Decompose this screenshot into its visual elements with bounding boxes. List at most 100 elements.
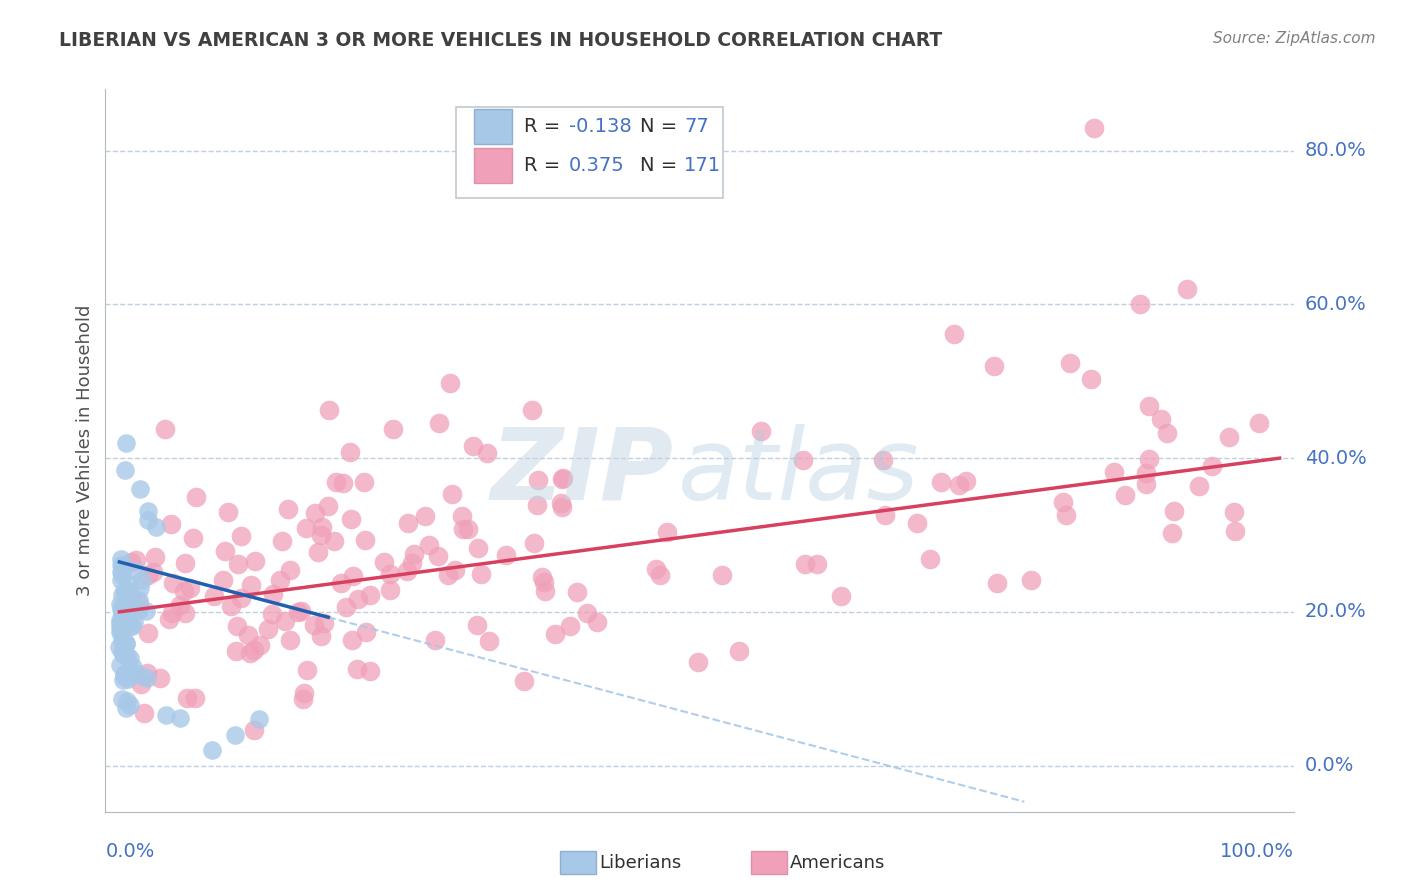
Point <box>236 628 259 642</box>
Point <box>122 591 145 605</box>
Text: 77: 77 <box>685 117 709 136</box>
Point <box>457 522 479 536</box>
Point <box>112 669 135 683</box>
Point <box>710 567 733 582</box>
Point <box>302 618 325 632</box>
Point <box>339 444 361 458</box>
Point <box>110 565 132 579</box>
Text: -0.138: -0.138 <box>569 117 631 136</box>
Point <box>136 625 159 640</box>
Point <box>396 516 419 531</box>
Point <box>212 573 235 587</box>
Point <box>243 723 266 737</box>
Text: Source: ZipAtlas.com: Source: ZipAtlas.com <box>1212 31 1375 46</box>
Point <box>157 612 180 626</box>
Point <box>550 496 572 510</box>
Text: Liberians: Liberians <box>599 854 681 871</box>
FancyBboxPatch shape <box>474 148 512 183</box>
Point <box>108 625 131 640</box>
Point <box>1163 504 1185 518</box>
Point <box>143 550 166 565</box>
Point <box>1135 476 1157 491</box>
Point <box>111 588 134 602</box>
Text: LIBERIAN VS AMERICAN 3 OR MORE VEHICLES IN HOUSEHOLD CORRELATION CHART: LIBERIAN VS AMERICAN 3 OR MORE VEHICLES … <box>59 31 942 50</box>
Point <box>117 672 139 686</box>
Point <box>112 559 135 574</box>
Point <box>231 529 253 543</box>
Point <box>135 604 157 618</box>
Point <box>115 694 138 708</box>
Text: 0.375: 0.375 <box>569 156 624 175</box>
Point <box>112 617 135 632</box>
Point <box>228 557 250 571</box>
Point <box>872 452 894 467</box>
Point <box>567 585 589 599</box>
Point <box>108 657 131 672</box>
Point <box>948 478 970 492</box>
Point <box>128 597 150 611</box>
Point <box>287 606 309 620</box>
Point <box>551 472 574 486</box>
Point <box>401 557 423 571</box>
FancyBboxPatch shape <box>474 109 512 144</box>
Point <box>114 637 136 651</box>
Text: atlas: atlas <box>678 424 920 521</box>
Text: 40.0%: 40.0% <box>1305 449 1367 467</box>
Point <box>309 629 332 643</box>
Point <box>325 475 347 489</box>
Point <box>121 618 143 632</box>
Point <box>353 475 375 489</box>
FancyBboxPatch shape <box>456 107 723 198</box>
Point <box>354 533 377 547</box>
Point <box>115 585 138 599</box>
Point <box>523 536 546 550</box>
Point <box>118 583 141 598</box>
Point <box>278 633 301 648</box>
Point <box>1188 479 1211 493</box>
Point <box>346 662 368 676</box>
Point <box>184 691 207 706</box>
Point <box>162 575 184 590</box>
Point <box>125 564 148 578</box>
Point <box>111 568 134 582</box>
Point <box>648 568 671 582</box>
Point <box>269 573 291 587</box>
Point <box>1175 282 1198 296</box>
Point <box>131 573 153 587</box>
Text: 0.0%: 0.0% <box>105 842 155 862</box>
Point <box>125 553 148 567</box>
Point <box>110 615 132 630</box>
Point <box>413 508 436 523</box>
Point <box>229 591 252 605</box>
Text: N =: N = <box>640 156 683 175</box>
Point <box>533 574 555 589</box>
Point <box>522 402 544 417</box>
Point <box>120 666 142 681</box>
Point <box>329 575 352 590</box>
Point <box>311 520 333 534</box>
Point <box>728 644 751 658</box>
Point <box>110 645 132 659</box>
Point <box>373 555 395 569</box>
Point <box>918 552 941 566</box>
Point <box>558 619 581 633</box>
Point <box>347 592 370 607</box>
Point <box>439 376 461 390</box>
Y-axis label: 3 or more Vehicles in Household: 3 or more Vehicles in Household <box>76 305 94 596</box>
Point <box>173 583 195 598</box>
Point <box>111 632 134 646</box>
Point <box>404 547 426 561</box>
Point <box>983 359 1005 373</box>
Text: R =: R = <box>523 156 567 175</box>
Point <box>1150 411 1173 425</box>
Point <box>108 614 131 628</box>
Point <box>138 513 160 527</box>
Point <box>224 728 246 742</box>
Point <box>136 671 159 685</box>
Point <box>425 633 447 648</box>
Point <box>118 577 141 591</box>
Point <box>986 576 1008 591</box>
Point <box>240 577 263 591</box>
Point <box>513 673 536 688</box>
Point <box>239 646 262 660</box>
